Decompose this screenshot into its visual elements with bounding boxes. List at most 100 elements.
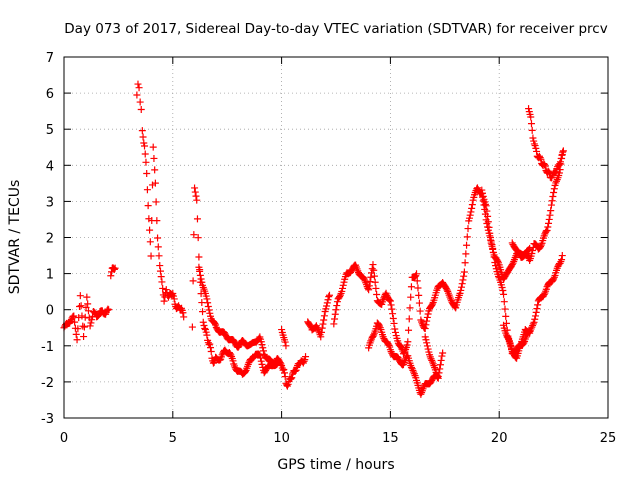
data-point xyxy=(462,250,470,258)
data-point xyxy=(556,158,564,166)
data-point xyxy=(196,271,204,279)
data-point xyxy=(463,241,471,249)
data-point xyxy=(194,234,202,242)
data-point xyxy=(139,133,147,141)
data-point xyxy=(484,212,492,220)
data-point xyxy=(486,236,494,244)
data-point xyxy=(302,353,310,361)
x-tick-label: 0 xyxy=(60,431,68,446)
data-point xyxy=(206,309,214,317)
data-point xyxy=(487,239,495,247)
data-point xyxy=(500,290,508,298)
data-point xyxy=(281,338,289,346)
data-point xyxy=(543,227,551,235)
data-point xyxy=(281,373,289,381)
data-point xyxy=(424,345,432,353)
data-point xyxy=(559,148,567,156)
data-point xyxy=(541,161,549,169)
data-point xyxy=(87,319,95,327)
data-point xyxy=(195,263,203,271)
data-point xyxy=(558,151,566,159)
data-point xyxy=(272,361,280,369)
data-point xyxy=(546,211,554,219)
data-point xyxy=(537,242,545,250)
data-point xyxy=(526,327,534,335)
data-point xyxy=(452,304,460,312)
data-point xyxy=(528,323,536,331)
data-point xyxy=(153,217,161,225)
y-tick-label: -3 xyxy=(41,412,54,427)
data-point xyxy=(457,286,465,294)
data-point xyxy=(331,310,339,318)
data-point xyxy=(447,297,455,305)
y-tick-label: -1 xyxy=(41,340,54,355)
data-point xyxy=(140,139,148,147)
data-point xyxy=(413,270,421,278)
data-point xyxy=(323,299,331,307)
data-point xyxy=(478,186,486,194)
data-point xyxy=(227,351,235,359)
data-point xyxy=(300,357,308,365)
data-point xyxy=(282,342,290,350)
data-point xyxy=(509,259,517,267)
data-point xyxy=(191,184,199,192)
data-point xyxy=(534,301,542,309)
data-point xyxy=(216,356,224,364)
y-tick-label: 2 xyxy=(46,232,54,247)
data-point xyxy=(197,275,205,283)
data-point xyxy=(532,144,540,152)
data-point xyxy=(529,247,537,255)
data-point xyxy=(525,246,533,254)
data-point xyxy=(457,283,465,291)
y-tick-label: 6 xyxy=(46,87,54,102)
data-point xyxy=(360,275,368,283)
data-point xyxy=(486,229,494,237)
data-point xyxy=(203,295,211,303)
data-point xyxy=(544,223,552,231)
data-point xyxy=(325,291,333,299)
data-point xyxy=(320,316,328,324)
data-point xyxy=(530,140,538,148)
data-point xyxy=(558,256,566,264)
data-point xyxy=(520,339,528,347)
data-point xyxy=(152,198,160,206)
data-point xyxy=(80,333,88,341)
data-point xyxy=(192,192,200,200)
data-point xyxy=(319,320,327,328)
data-point xyxy=(545,219,553,227)
data-point xyxy=(371,278,379,286)
data-point xyxy=(550,188,558,196)
data-point xyxy=(404,338,412,346)
data-point xyxy=(314,325,322,333)
data-point xyxy=(154,234,162,242)
data-point xyxy=(421,325,429,333)
data-point xyxy=(209,359,217,367)
data-point xyxy=(389,310,397,318)
data-point xyxy=(330,320,338,328)
data-point xyxy=(74,325,82,333)
data-point xyxy=(557,154,565,162)
data-point xyxy=(142,158,150,166)
data-point xyxy=(481,200,489,208)
data-point xyxy=(434,373,442,381)
data-point xyxy=(218,351,226,359)
data-point xyxy=(207,348,215,356)
data-point xyxy=(545,215,553,223)
data-point xyxy=(144,202,152,210)
data-point xyxy=(151,166,159,174)
data-point xyxy=(76,302,84,310)
data-point xyxy=(423,339,431,347)
data-point xyxy=(336,291,344,299)
data-point xyxy=(325,293,333,301)
data-point xyxy=(523,331,531,339)
data-point xyxy=(410,368,418,376)
x-tick-labels: 0 5 10 15 20 25 xyxy=(60,431,616,446)
data-point xyxy=(201,325,209,333)
data-point xyxy=(71,318,79,326)
data-point xyxy=(179,309,187,317)
data-point xyxy=(193,215,201,223)
data-point xyxy=(157,273,165,281)
data-point xyxy=(336,293,344,301)
data-point xyxy=(417,390,425,398)
